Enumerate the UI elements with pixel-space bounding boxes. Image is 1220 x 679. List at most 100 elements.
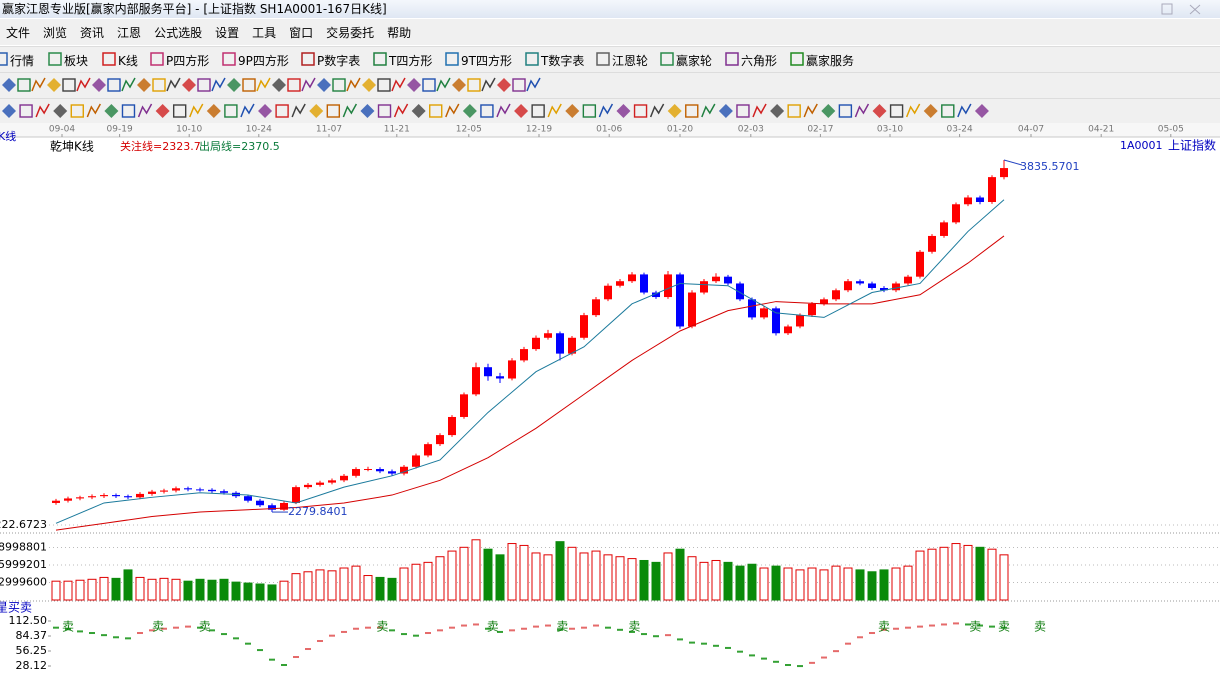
toolbar-icon[interactable] — [941, 104, 955, 118]
toolbar-icon[interactable] — [525, 52, 539, 66]
toolbar-icon[interactable] — [725, 52, 739, 66]
menu-item[interactable]: 文件 — [6, 25, 31, 40]
toolbar-button[interactable]: 9T四方形 — [461, 54, 512, 68]
toolbar-icon[interactable] — [47, 78, 61, 92]
toolbar-icon[interactable] — [770, 104, 785, 118]
toolbar-icon[interactable] — [258, 104, 273, 118]
menu-item[interactable]: 帮助 — [387, 25, 412, 40]
toolbar-icon[interactable] — [526, 77, 541, 92]
toolbar-icon[interactable] — [291, 103, 306, 118]
close-button[interactable] — [1189, 4, 1201, 15]
toolbar-icon[interactable] — [224, 104, 238, 118]
toolbar-icon[interactable] — [53, 104, 68, 118]
toolbar-icon[interactable] — [616, 104, 631, 118]
toolbar-icon[interactable] — [685, 104, 699, 118]
toolbar-icon[interactable] — [19, 104, 33, 118]
toolbar-icon[interactable] — [121, 77, 136, 92]
toolbar-icon[interactable] — [452, 78, 466, 92]
toolbar-icon[interactable] — [172, 104, 187, 118]
toolbar-icon[interactable] — [411, 104, 426, 118]
toolbar-icon[interactable] — [197, 78, 211, 92]
toolbar-icon[interactable] — [76, 77, 91, 92]
toolbar-icon[interactable] — [272, 78, 286, 92]
menu-item[interactable]: 工具 — [252, 25, 277, 40]
toolbar-button[interactable]: P数字表 — [317, 54, 361, 68]
toolbar-button[interactable]: 赢家服务 — [806, 54, 855, 68]
toolbar-icon[interactable] — [332, 78, 346, 92]
toolbar-icon[interactable] — [121, 104, 136, 118]
toolbar-button[interactable]: 板块 — [64, 54, 89, 68]
toolbar-icon[interactable] — [660, 52, 674, 66]
toolbar-icon[interactable] — [957, 103, 972, 118]
toolbar-icon[interactable] — [301, 77, 316, 92]
toolbar-icon[interactable] — [137, 103, 153, 118]
toolbar-icon[interactable] — [598, 103, 614, 118]
toolbar-icon[interactable] — [701, 103, 716, 118]
toolbar-icon[interactable] — [360, 104, 375, 118]
toolbar-button[interactable]: T四方形 — [389, 54, 433, 68]
toolbar-icon[interactable] — [872, 104, 887, 118]
toolbar-icon[interactable] — [445, 52, 459, 66]
toolbar-icon[interactable] — [152, 78, 166, 92]
toolbar-icon[interactable] — [362, 78, 376, 92]
toolbar-icon[interactable] — [70, 104, 84, 118]
toolbar-icon[interactable] — [62, 78, 76, 92]
menu-item[interactable]: 江恩 — [117, 25, 142, 40]
toolbar-icon[interactable] — [393, 103, 409, 118]
toolbar-icon[interactable] — [633, 104, 648, 118]
toolbar-icon[interactable] — [582, 104, 597, 118]
toolbar-icon[interactable] — [422, 78, 436, 92]
toolbar-icon[interactable] — [102, 52, 116, 66]
toolbar-icon[interactable] — [445, 103, 460, 118]
toolbar-icon[interactable] — [31, 77, 46, 92]
toolbar-icon[interactable] — [821, 104, 836, 118]
toolbar-button[interactable]: 六角形 — [741, 54, 778, 68]
toolbar-icon[interactable] — [436, 77, 451, 92]
toolbar-icon[interactable] — [974, 104, 989, 118]
toolbar-icon[interactable] — [206, 104, 221, 118]
toolbar-icon[interactable] — [222, 52, 236, 66]
toolbar-icon[interactable] — [242, 78, 256, 92]
toolbar-icon[interactable] — [838, 104, 853, 118]
toolbar-icon[interactable] — [275, 104, 289, 118]
toolbar-icon[interactable] — [718, 104, 733, 118]
toolbar-icon[interactable] — [48, 52, 62, 66]
toolbar-icon[interactable] — [803, 103, 818, 118]
toolbar-icon[interactable] — [86, 103, 102, 118]
toolbar-icon[interactable] — [2, 104, 16, 118]
toolbar-icon[interactable] — [596, 52, 610, 66]
toolbar-icon[interactable] — [92, 78, 106, 92]
toolbar-button[interactable]: 行情 — [10, 54, 35, 68]
menu-item[interactable]: 窗口 — [289, 25, 314, 40]
toolbar-icon[interactable] — [923, 104, 938, 118]
toolbar-icon[interactable] — [256, 77, 271, 92]
toolbar-icon[interactable] — [0, 52, 8, 66]
toolbar-icon[interactable] — [377, 104, 392, 118]
toolbar-button[interactable]: P四方形 — [166, 54, 210, 68]
toolbar-icon[interactable] — [429, 104, 443, 118]
toolbar-icon[interactable] — [301, 52, 315, 66]
toolbar-icon[interactable] — [531, 104, 545, 118]
toolbar-icon[interactable] — [189, 103, 204, 118]
restore-button[interactable] — [1161, 3, 1173, 15]
toolbar-button[interactable]: T数字表 — [541, 54, 585, 68]
toolbar-icon[interactable] — [787, 104, 801, 118]
toolbar-icon[interactable] — [150, 52, 164, 66]
toolbar-icon[interactable] — [565, 104, 580, 118]
menu-item[interactable]: 资讯 — [80, 25, 105, 40]
menu-item[interactable]: 设置 — [215, 25, 240, 40]
toolbar-icon[interactable] — [107, 78, 121, 92]
toolbar-icon[interactable] — [373, 52, 387, 66]
toolbar-icon[interactable] — [649, 103, 665, 118]
toolbar-icon[interactable] — [317, 78, 331, 92]
toolbar-icon[interactable] — [407, 78, 421, 92]
toolbar-icon[interactable] — [905, 103, 921, 118]
toolbar-icon[interactable] — [667, 104, 682, 118]
toolbar-button[interactable]: 赢家轮 — [676, 54, 713, 68]
toolbar-icon[interactable] — [35, 103, 50, 118]
toolbar-icon[interactable] — [752, 103, 767, 118]
toolbar-icon[interactable] — [166, 77, 181, 92]
toolbar-icon[interactable] — [227, 78, 241, 92]
toolbar-icon[interactable] — [17, 78, 31, 92]
toolbar-icon[interactable] — [854, 103, 870, 118]
